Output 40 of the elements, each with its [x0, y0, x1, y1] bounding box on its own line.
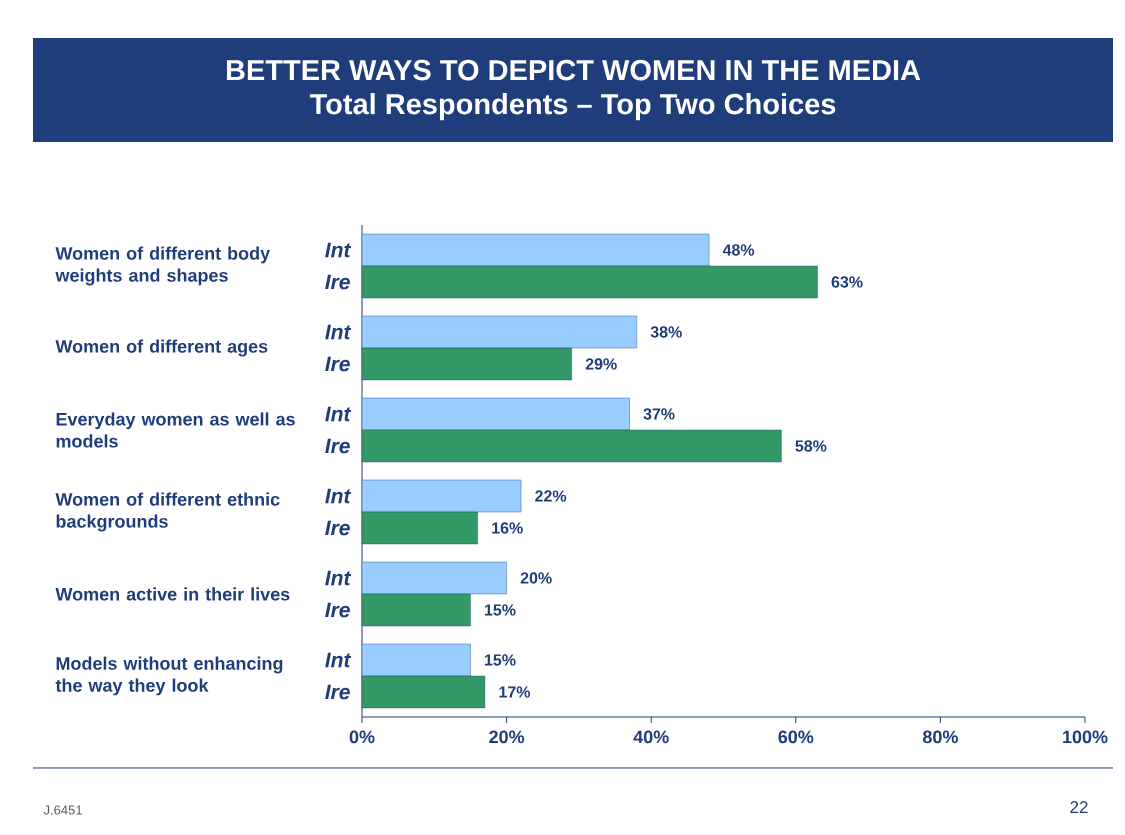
data-label: 20%: [520, 572, 552, 584]
text: Int: [325, 488, 352, 504]
data-label: 15%: [484, 604, 516, 616]
data-label: 48%: [722, 244, 755, 256]
text: Ire: [325, 684, 350, 700]
data-label: 16%: [492, 522, 523, 534]
x-tick-label: 100%: [1063, 730, 1108, 744]
y-tick-label: Models without enhancing the way they look: [55, 656, 283, 696]
data-label: 29%: [585, 358, 617, 370]
data-label: 17%: [499, 686, 531, 698]
text: Ire: [325, 356, 350, 372]
text: J.6451: [43, 805, 82, 815]
y-tick-label: Women of different ages: [55, 339, 268, 357]
data-label: 58%: [795, 440, 827, 452]
chart-title: BETTER WAYS TO DEPICT WOMEN IN THE MEDIA: [226, 59, 921, 81]
y-tick-label: Women of different body weights and shapes: [55, 246, 271, 286]
data-label: 38%: [650, 326, 682, 338]
text: Int: [325, 406, 352, 422]
x-tick-label: 40%: [633, 730, 669, 744]
text: 22: [1070, 801, 1088, 813]
series-label: Int: [325, 242, 352, 258]
y-tick-label: Everyday women as well as models: [56, 412, 295, 448]
x-tick-label: 60%: [778, 730, 814, 744]
chart-subtitle: Total Respondents – Top Two Choices: [309, 93, 836, 121]
series-label: Ire: [325, 274, 350, 290]
y-tick-label: Women of different ethnic backgrounds: [55, 492, 280, 532]
data-label: 15%: [484, 654, 516, 666]
x-tick-label: 20%: [489, 730, 525, 744]
data-label: 37%: [643, 408, 675, 420]
y-tick-label: Women active in their lives: [55, 587, 290, 601]
data-label: 63%: [831, 276, 863, 288]
text: Ire: [325, 602, 350, 618]
text: Ire: [325, 438, 350, 454]
data-label: 22%: [535, 490, 567, 502]
text: Int: [325, 570, 352, 586]
text: Ire: [325, 520, 350, 536]
x-tick-label: 0%: [349, 730, 375, 744]
x-tick-label: 80%: [922, 730, 958, 744]
text: Int: [325, 652, 352, 668]
text: Int: [325, 324, 352, 340]
